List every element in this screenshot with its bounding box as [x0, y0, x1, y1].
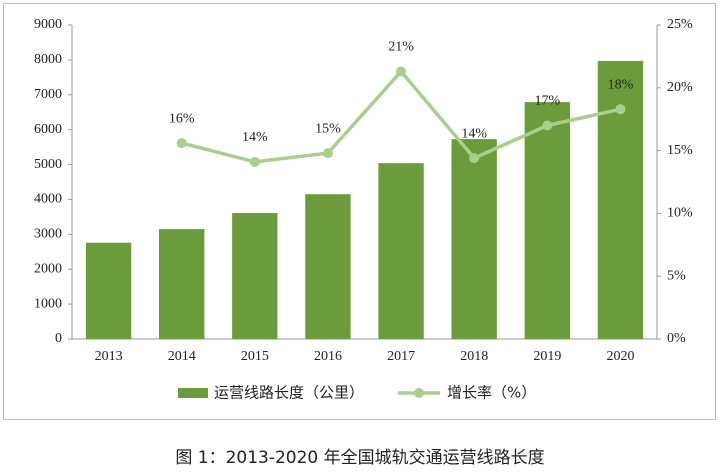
y-tick-label: 6000 [34, 122, 62, 137]
line-marker [469, 153, 480, 164]
bar [524, 102, 570, 339]
y-tick-label: 1000 [34, 296, 62, 311]
legend-label: 运营线路长度（公里） [214, 384, 364, 402]
y-tick-label: 9000 [34, 17, 62, 32]
y-tick-label: 3000 [34, 227, 62, 242]
line-marker [176, 138, 187, 149]
caption: 图 1：2013-2020 年全国城轨交通运营线路长度 [175, 448, 544, 468]
x-tick-label: 2015 [241, 349, 269, 364]
data-label: 17% [534, 94, 560, 109]
x-tick-label: 2016 [314, 349, 342, 364]
data-label: 14% [461, 126, 487, 141]
line-marker [396, 66, 407, 77]
x-tick-label: 2018 [460, 349, 488, 364]
y-tick-label: 8000 [34, 52, 62, 67]
x-tick-label: 2019 [533, 349, 561, 364]
bar [378, 163, 424, 339]
y2-tick-label: 20% [667, 80, 693, 95]
data-label: 16% [169, 111, 195, 126]
bar [451, 139, 497, 339]
bar [597, 60, 644, 340]
y2-tick-label: 10% [667, 206, 693, 221]
bar [305, 194, 351, 339]
y2-tick-label: 0% [667, 331, 686, 346]
line-marker [542, 120, 553, 131]
data-label: 15% [315, 121, 341, 136]
line-marker [322, 148, 333, 159]
y2-tick-label: 15% [667, 143, 693, 158]
line-marker [249, 156, 260, 167]
y-tick-label: 7000 [34, 87, 62, 102]
y-tick-label: 5000 [34, 157, 62, 172]
x-tick-label: 2017 [387, 349, 415, 364]
bar [159, 229, 205, 339]
data-label: 18% [608, 77, 634, 92]
y2-tick-label: 25% [667, 17, 693, 32]
legend-marker [414, 388, 424, 398]
data-label: 21% [388, 40, 414, 55]
data-label: 14% [242, 130, 268, 145]
x-tick-label: 2013 [95, 349, 123, 364]
legend-swatch [178, 388, 208, 398]
line-marker [615, 104, 626, 115]
x-tick-label: 2020 [606, 349, 634, 364]
y-tick-label: 2000 [34, 261, 62, 276]
bar [232, 213, 278, 339]
y-tick-label: 0 [55, 331, 62, 346]
y-tick-label: 4000 [34, 192, 62, 207]
chart-frame [3, 3, 716, 420]
x-tick-label: 2014 [168, 349, 196, 364]
legend-label: 增长率（%） [447, 384, 536, 402]
y2-tick-label: 5% [667, 268, 686, 283]
bar [85, 242, 132, 339]
